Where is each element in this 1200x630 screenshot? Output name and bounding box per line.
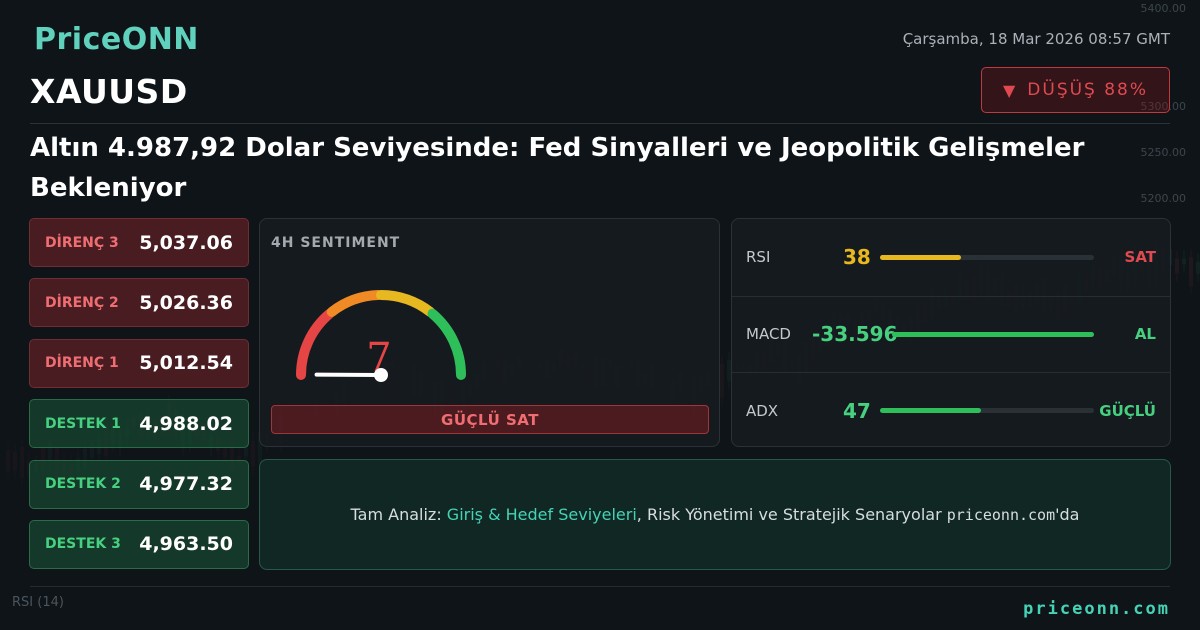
indicator-name: MACD xyxy=(746,325,791,343)
levels-list: DİRENÇ 3 5,037.06 DİRENÇ 2 5,026.36 DİRENÇ 1… xyxy=(29,218,249,580)
gauge-arc-segment xyxy=(296,308,335,380)
price-tick: 5300.00 xyxy=(1140,100,1187,113)
level-label: DESTEK 2 xyxy=(45,476,121,493)
support-level-4: DESTEK 1 4,988.02 xyxy=(29,399,249,449)
level-label: DİRENÇ 3 xyxy=(45,234,119,251)
cta-highlight-link[interactable]: Giriş & Hedef Seviyeleri xyxy=(446,505,637,524)
indicator-value: -33.596 xyxy=(812,322,898,346)
price-tick: 5200.00 xyxy=(1140,192,1187,205)
level-value: 4,977.32 xyxy=(139,473,233,496)
level-value: 4,963.50 xyxy=(139,533,233,556)
level-label: DİRENÇ 1 xyxy=(45,355,119,372)
indicator-value: 47 xyxy=(843,398,871,423)
gauge-arc-segment xyxy=(427,308,466,380)
headline: Altın 4.987,92 Dolar Seviyesinde: Fed Si… xyxy=(30,133,1085,203)
indicator-value: 38 xyxy=(843,245,871,269)
level-value: 5,026.36 xyxy=(139,291,233,314)
gauge-pivot xyxy=(374,368,388,382)
background-rsi-label: RSI (14) xyxy=(12,595,64,610)
indicator-name: ADX xyxy=(746,401,779,420)
trend-label: DÜŞÜŞ 88% xyxy=(1027,80,1149,100)
gauge-arc-segment xyxy=(376,290,436,317)
header-divider xyxy=(30,123,1170,124)
resistance-level-2: DİRENÇ 2 5,026.36 xyxy=(29,278,249,328)
level-value: 5,037.06 xyxy=(139,231,233,254)
indicator-name: RSI xyxy=(746,248,771,266)
indicators-panel: RSI 38 SAT MACD -33.596 AL ADX 47 GÜÇLÜ xyxy=(731,218,1171,447)
sentiment-label: GÜÇLÜ SAT xyxy=(271,405,709,434)
indicator-bar-track xyxy=(880,254,1094,260)
support-level-6: DESTEK 3 4,963.50 xyxy=(29,519,249,569)
footer-divider xyxy=(30,586,1170,587)
trend-badge: ▼ DÜŞÜŞ 88% xyxy=(981,67,1170,113)
price-tick: 5250.00 xyxy=(1140,146,1187,159)
sentiment-title: 4H SENTIMENT xyxy=(271,235,401,251)
indicator-bar-fill xyxy=(880,254,962,260)
level-label: DESTEK 1 xyxy=(45,415,121,432)
sentiment-panel: 4H SENTIMENT 7 GÜÇLÜ SAT xyxy=(259,218,720,447)
support-level-5: DESTEK 2 4,977.32 xyxy=(29,459,249,509)
indicator-row-rsi: RSI 38 SAT xyxy=(732,219,1170,295)
brand-logo[interactable]: PriceONN xyxy=(34,22,199,57)
cta-site-link[interactable]: priceonn.com xyxy=(946,505,1056,524)
cta-middle: , Risk Yönetimi ve Stratejik Senaryolar xyxy=(636,505,947,524)
level-label: DESTEK 3 xyxy=(45,536,121,553)
down-triangle-icon: ▼ xyxy=(1002,80,1018,100)
full-analysis-cta[interactable]: Tam Analiz: Giriş & Hedef Seviyeleri, Ri… xyxy=(259,459,1171,570)
resistance-level-3: DİRENÇ 1 5,012.54 xyxy=(29,338,249,388)
indicator-bar-fill xyxy=(880,408,981,413)
price-tick: 5400.00 xyxy=(1140,2,1187,15)
indicator-signal: GÜÇLÜ xyxy=(1099,401,1156,420)
level-value: 5,012.54 xyxy=(139,352,233,375)
indicator-signal: SAT xyxy=(1124,248,1156,266)
footer-site-link[interactable]: priceonn.com xyxy=(1023,599,1170,619)
level-value: 4,988.02 xyxy=(139,412,233,435)
indicator-bar-track xyxy=(880,408,1094,413)
indicator-bar-fill xyxy=(892,331,1094,337)
indicator-row-adx: ADX 47 GÜÇLÜ xyxy=(732,372,1170,448)
level-label: DİRENÇ 2 xyxy=(45,294,119,311)
indicator-bar-track xyxy=(892,331,1094,337)
resistance-level-1: DİRENÇ 3 5,037.06 xyxy=(29,218,249,267)
indicator-signal: AL xyxy=(1134,325,1156,343)
indicator-row-macd: MACD -33.596 AL xyxy=(732,295,1170,372)
cta-suffix: 'da xyxy=(1055,505,1080,524)
sentiment-gauge: 7 xyxy=(296,290,466,382)
date-timestamp: Çarşamba, 18 Mar 2026 08:57 GMT xyxy=(902,30,1170,48)
symbol-title: XAUUSD xyxy=(30,72,188,111)
gauge-arc-segment xyxy=(326,290,384,317)
cta-prefix: Tam Analiz: xyxy=(350,505,447,524)
